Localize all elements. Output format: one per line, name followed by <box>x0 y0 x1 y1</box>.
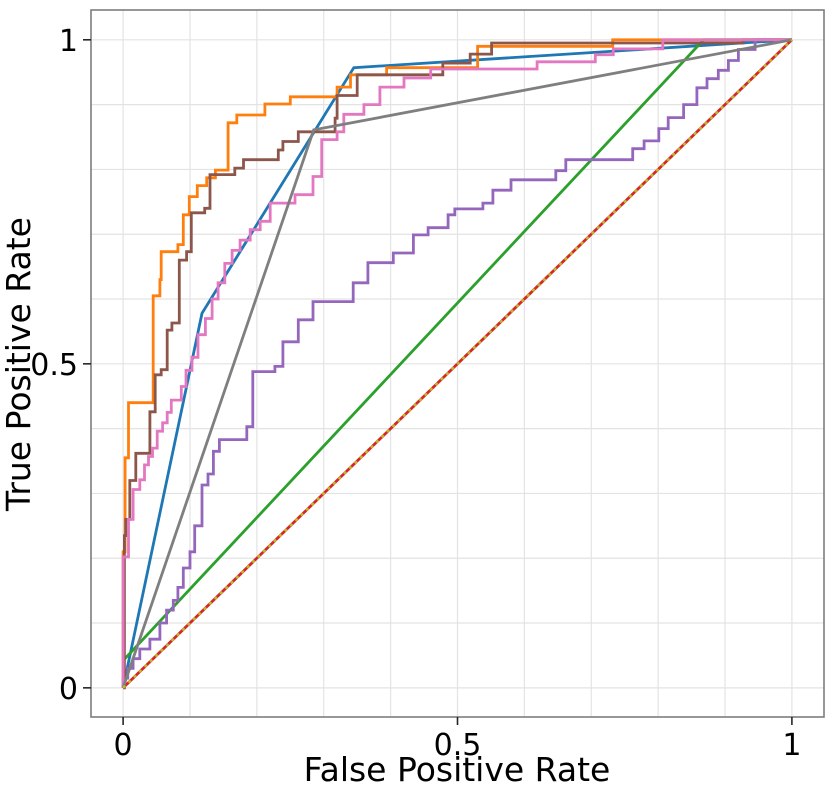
x-tick-label: 0 <box>114 728 133 763</box>
y-tick-label: 0.5 <box>30 348 78 383</box>
series-roc-orange <box>121 38 792 688</box>
tick-labels: 0 0.5 1 0 0.5 1 <box>30 24 801 763</box>
y-axis-label: True Positive Rate <box>0 217 38 512</box>
series-roc-brown <box>123 38 792 690</box>
x-axis-label: False Positive Rate <box>304 750 611 789</box>
series-roc-purple <box>121 38 792 688</box>
series-roc-olive-dotted <box>122 38 793 689</box>
series-roc-gray <box>121 38 793 689</box>
series-roc-pink <box>121 38 792 688</box>
roc-curves <box>121 38 793 690</box>
x-tick-label: 0.5 <box>434 728 482 763</box>
axis-ticks <box>83 39 793 725</box>
y-tick-label: 1 <box>59 24 78 59</box>
y-tick-label: 0 <box>59 672 78 707</box>
x-tick-label: 1 <box>782 728 801 763</box>
series-roc-blue <box>121 38 792 689</box>
